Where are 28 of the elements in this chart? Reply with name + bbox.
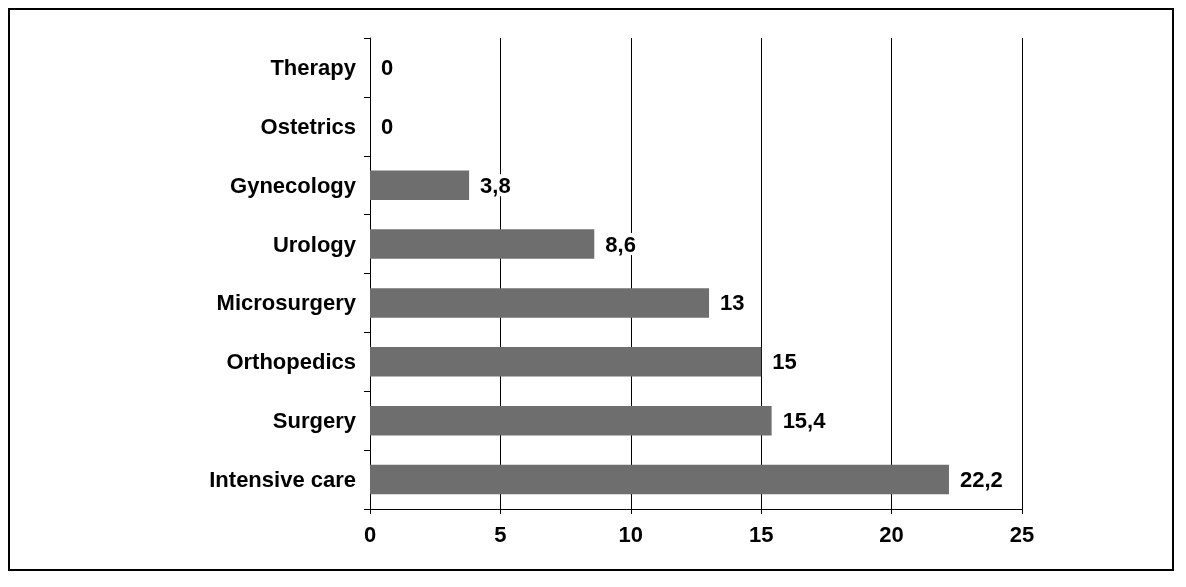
bar (370, 170, 470, 200)
x-tick-label: 20 (879, 521, 904, 547)
data-label: 15,4 (782, 408, 827, 434)
x-tick-label: 10 (618, 521, 644, 547)
bar (370, 288, 710, 318)
data-label: 13 (720, 290, 745, 316)
data-label: 8,6 (605, 231, 636, 257)
y-tick-label: Microsurgery (216, 290, 357, 316)
bar (370, 464, 949, 495)
bar (370, 347, 762, 377)
y-tick-label: Ostetrics (260, 113, 356, 139)
y-tick-label: Gynecology (230, 172, 357, 198)
y-tick-label: Surgery (272, 408, 357, 434)
bar (370, 229, 595, 259)
data-label: 15 (772, 349, 797, 375)
data-label: 0 (381, 113, 394, 139)
x-tick-label: 5 (494, 521, 507, 547)
y-tick-label: Intensive care (209, 467, 356, 493)
y-tick-label: Therapy (270, 54, 357, 80)
x-tick-label: 15 (748, 521, 774, 547)
x-tick-label: 25 (1009, 521, 1035, 547)
x-tick-label: 0 (363, 521, 377, 547)
y-tick-label: Urology (272, 231, 357, 257)
data-label: 3,8 (480, 172, 511, 198)
data-label: 0 (381, 54, 394, 80)
bar (370, 405, 772, 436)
data-label: 22,2 (959, 467, 1003, 493)
y-tick-label: Orthopedics (226, 349, 356, 375)
